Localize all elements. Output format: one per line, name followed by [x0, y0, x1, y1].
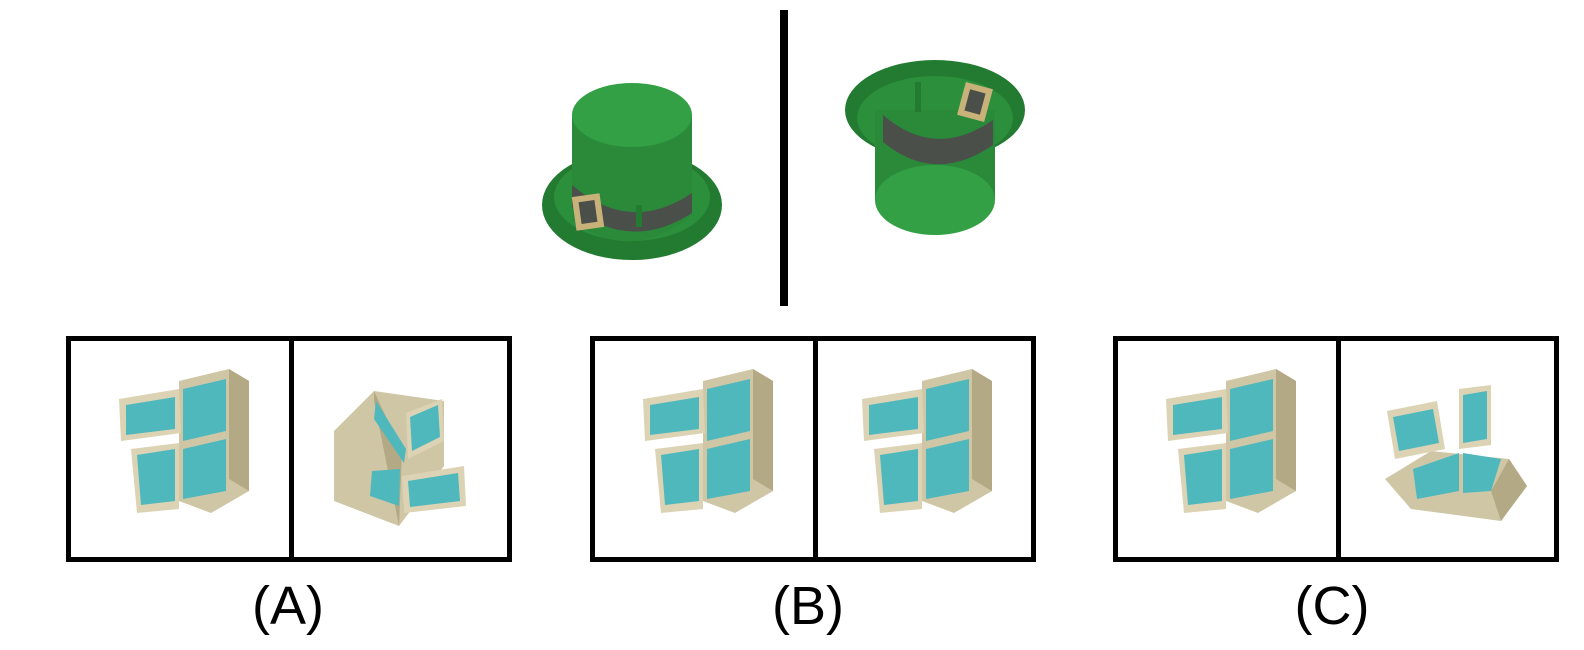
hat-icon: [845, 60, 1025, 235]
option-b-box[interactable]: [590, 336, 1036, 562]
option-b-divider: [813, 341, 818, 557]
reference-right-view: [843, 50, 1028, 240]
fridge-icon: [119, 369, 249, 513]
reference-left-view: [540, 75, 725, 270]
reference-divider: [780, 10, 788, 306]
fridge-icon: [643, 369, 773, 513]
option-c-divider: [1336, 341, 1341, 557]
option-c-left-panel: [1118, 341, 1336, 557]
fridge-icon: [334, 391, 466, 526]
option-c-label: (C): [1294, 576, 1370, 636]
option-a-box[interactable]: [66, 336, 512, 562]
option-b-right-panel: [818, 341, 1031, 557]
hat-icon: [542, 83, 722, 260]
option-c-box[interactable]: [1113, 336, 1559, 562]
option-c-right-panel: [1341, 341, 1554, 557]
fridge-icon: [1385, 385, 1527, 521]
option-b-label: (B): [772, 576, 844, 636]
fridge-icon: [1166, 369, 1296, 513]
option-a-label: (A): [252, 576, 324, 636]
option-b-left-panel: [595, 341, 813, 557]
fridge-icon: [862, 369, 992, 513]
option-a-divider: [289, 341, 294, 557]
option-a-left-panel: [71, 341, 289, 557]
option-a-right-panel: [294, 341, 507, 557]
